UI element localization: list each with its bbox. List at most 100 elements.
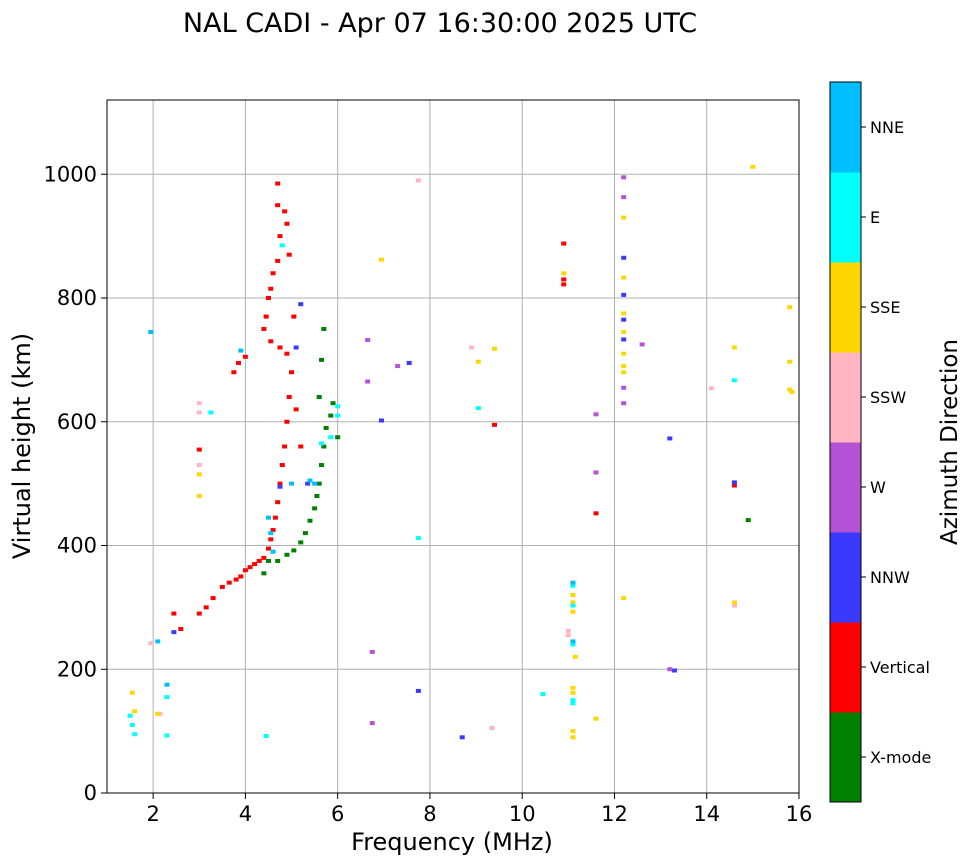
- data-point: [219, 584, 225, 589]
- data-point: [570, 701, 576, 706]
- data-point: [570, 690, 576, 695]
- colorbar-tick-label: SSW: [870, 388, 906, 407]
- data-point: [277, 481, 283, 486]
- data-point: [238, 574, 244, 579]
- data-point: [148, 641, 154, 646]
- data-point: [328, 413, 334, 418]
- data-point: [570, 685, 576, 690]
- data-point: [492, 422, 498, 427]
- data-point: [265, 296, 271, 300]
- data-point: [731, 600, 737, 605]
- data-point: [148, 330, 154, 335]
- x-axis-label: Frequency (MHz): [351, 828, 553, 856]
- x-tick-label: 6: [331, 802, 344, 826]
- data-point: [196, 494, 202, 498]
- data-point: [621, 311, 627, 316]
- data-point: [203, 605, 209, 610]
- data-point: [323, 425, 329, 430]
- data-point: [164, 733, 170, 738]
- series-nnw: [171, 255, 737, 740]
- data-point: [291, 314, 297, 319]
- data-point: [171, 630, 177, 635]
- data-point: [731, 483, 737, 488]
- y-tick-label: 800: [57, 286, 97, 310]
- data-point: [129, 690, 135, 695]
- data-point: [282, 444, 288, 449]
- data-point: [335, 435, 341, 440]
- data-point: [298, 302, 304, 307]
- colorbar-tick-label: NNE: [870, 118, 904, 137]
- data-point: [242, 568, 248, 573]
- data-point: [298, 540, 304, 545]
- data-point: [570, 580, 576, 585]
- data-point: [268, 339, 274, 344]
- data-point: [319, 441, 325, 446]
- data-point: [275, 181, 281, 186]
- colorbar-tick-label: SSE: [870, 298, 900, 317]
- data-point: [621, 351, 627, 356]
- data-point: [745, 518, 751, 523]
- data-point: [621, 401, 627, 406]
- data-point: [621, 275, 627, 280]
- data-point: [475, 359, 481, 364]
- data-point: [129, 722, 135, 727]
- series-ssw: [148, 178, 737, 731]
- x-tick-label: 4: [239, 802, 252, 826]
- data-point: [277, 234, 283, 239]
- data-point: [621, 292, 627, 297]
- data-point: [335, 413, 341, 418]
- data-point: [284, 552, 290, 557]
- data-point: [196, 447, 202, 452]
- data-point: [570, 698, 576, 703]
- data-point: [235, 360, 241, 365]
- data-point: [261, 326, 267, 331]
- data-point: [268, 286, 274, 291]
- data-point: [263, 314, 269, 319]
- data-point: [459, 735, 465, 740]
- data-point: [291, 548, 297, 553]
- data-point: [238, 348, 244, 353]
- data-point: [468, 345, 474, 350]
- data-point: [279, 463, 285, 468]
- data-point: [621, 175, 627, 180]
- data-point: [196, 611, 202, 616]
- data-point: [395, 364, 401, 369]
- data-point: [231, 370, 237, 375]
- data-point: [369, 721, 375, 726]
- series-sse: [129, 164, 795, 740]
- data-point: [252, 562, 258, 567]
- data-point: [277, 345, 283, 350]
- data-point: [286, 395, 292, 399]
- data-point: [293, 407, 299, 412]
- data-point: [289, 370, 295, 375]
- data-point: [261, 555, 267, 560]
- data-point: [319, 463, 325, 468]
- data-point: [328, 435, 334, 440]
- series-vertical: [171, 181, 737, 632]
- data-point: [293, 345, 299, 350]
- colorbar-swatch: [830, 712, 861, 803]
- x-tick-label: 10: [509, 802, 536, 826]
- data-point: [593, 412, 599, 417]
- data-point: [270, 549, 276, 554]
- data-point: [621, 385, 627, 390]
- data-point: [540, 692, 546, 696]
- data-point: [731, 480, 737, 485]
- data-point: [155, 711, 161, 716]
- data-point: [621, 195, 627, 200]
- data-point: [572, 654, 578, 659]
- data-point: [621, 317, 627, 322]
- data-point: [132, 709, 138, 714]
- data-point: [164, 695, 170, 700]
- data-point: [275, 258, 281, 263]
- data-point: [731, 345, 737, 350]
- data-point: [789, 390, 795, 395]
- plot-frame: [106, 99, 800, 794]
- colorbar-swatch: [830, 262, 861, 353]
- data-point: [321, 444, 327, 449]
- data-point: [787, 359, 793, 364]
- data-point: [415, 178, 421, 183]
- data-point: [171, 611, 177, 616]
- data-point: [284, 419, 290, 424]
- data-point: [415, 688, 421, 693]
